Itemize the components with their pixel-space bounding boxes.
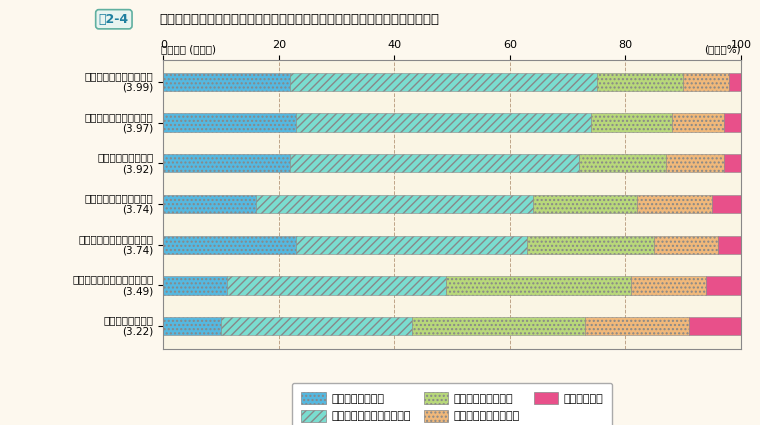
- Bar: [163, 154, 290, 173]
- Bar: [163, 235, 296, 254]
- Bar: [718, 235, 741, 254]
- Text: (単位：%): (単位：%): [705, 44, 741, 54]
- Bar: [585, 317, 689, 335]
- Bar: [689, 317, 741, 335]
- Bar: [591, 113, 672, 132]
- Bar: [290, 73, 597, 91]
- Bar: [290, 154, 579, 173]
- Bar: [412, 317, 585, 335]
- Bar: [296, 235, 527, 254]
- Bar: [527, 235, 654, 254]
- Bar: [632, 276, 706, 295]
- Bar: [227, 276, 446, 295]
- Bar: [597, 73, 683, 91]
- Bar: [683, 73, 730, 91]
- Bar: [163, 195, 256, 213]
- Bar: [730, 73, 741, 91]
- Bar: [533, 195, 637, 213]
- Bar: [666, 154, 724, 173]
- Bar: [163, 113, 296, 132]
- Legend: まったくその通り, どちらかといえばその通り, どちらともいえない, どちらかといえば違う, まったく違う: まったくその通り, どちらかといえばその通り, どちらともいえない, どちらかと…: [293, 383, 612, 425]
- Bar: [706, 276, 741, 295]
- Text: 質問項目 (平均値): 質問項目 (平均値): [160, 44, 216, 54]
- Bar: [446, 276, 632, 295]
- Bar: [221, 317, 412, 335]
- Text: 《公共に尺仕する職場風土》の領域に属する質問項目別の回答割合及び平均値: 《公共に尺仕する職場風土》の領域に属する質問項目別の回答割合及び平均値: [160, 13, 439, 26]
- Bar: [724, 113, 741, 132]
- Bar: [654, 235, 718, 254]
- Bar: [256, 195, 533, 213]
- Bar: [672, 113, 724, 132]
- Bar: [163, 73, 290, 91]
- Bar: [637, 195, 712, 213]
- Bar: [724, 154, 741, 173]
- Bar: [712, 195, 741, 213]
- Bar: [163, 317, 221, 335]
- Bar: [296, 113, 591, 132]
- Text: 図2-4: 図2-4: [99, 13, 129, 26]
- Bar: [579, 154, 666, 173]
- Bar: [163, 276, 227, 295]
